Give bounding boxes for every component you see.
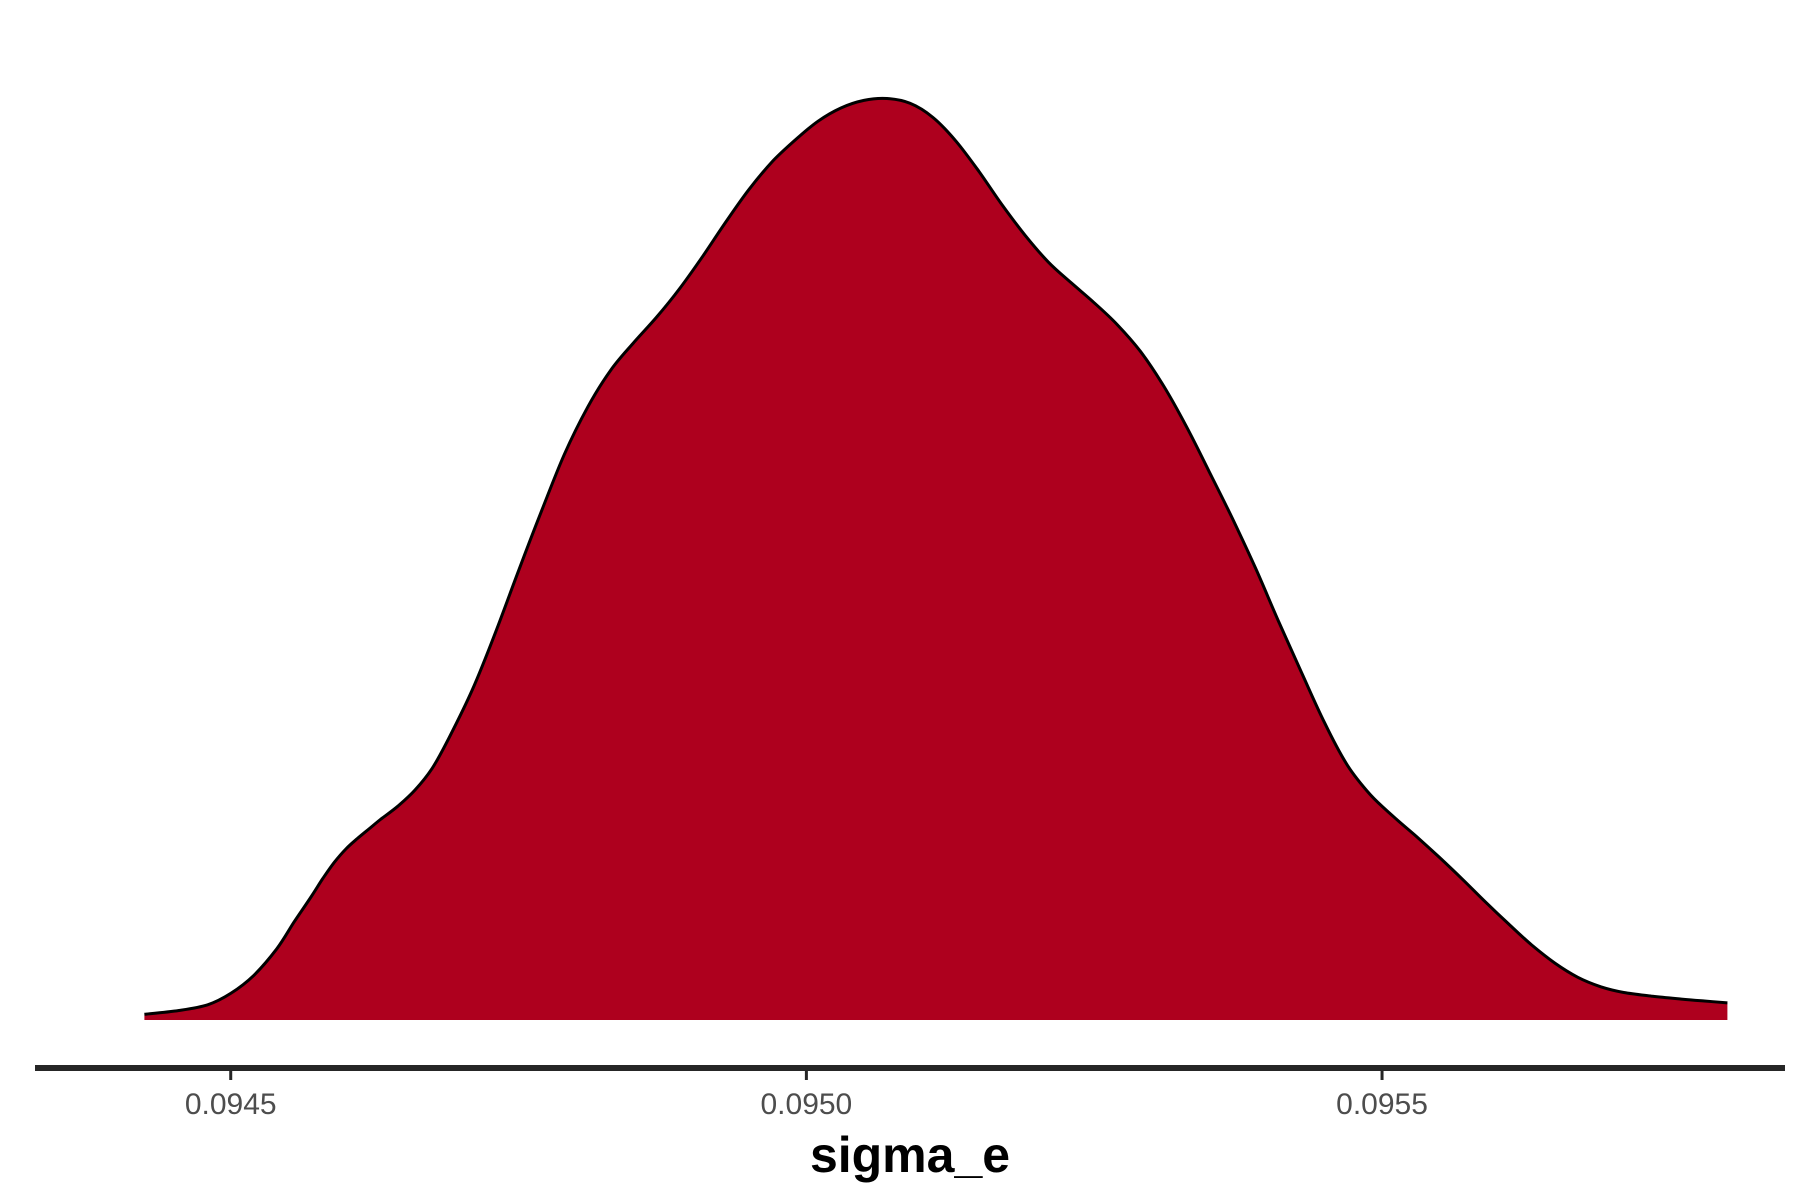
density-area-fill (144, 98, 1728, 1021)
x-axis-title: sigma_e (810, 1127, 1010, 1183)
x-tick-label: 0.0955 (1336, 1088, 1428, 1121)
x-axis-ticks: 0.0945 0.0950 0.0955 (185, 1068, 1428, 1121)
x-tick-label: 0.0950 (760, 1088, 852, 1121)
density-curve-line (144, 96, 1728, 1016)
x-tick-label: 0.0945 (185, 1088, 277, 1121)
